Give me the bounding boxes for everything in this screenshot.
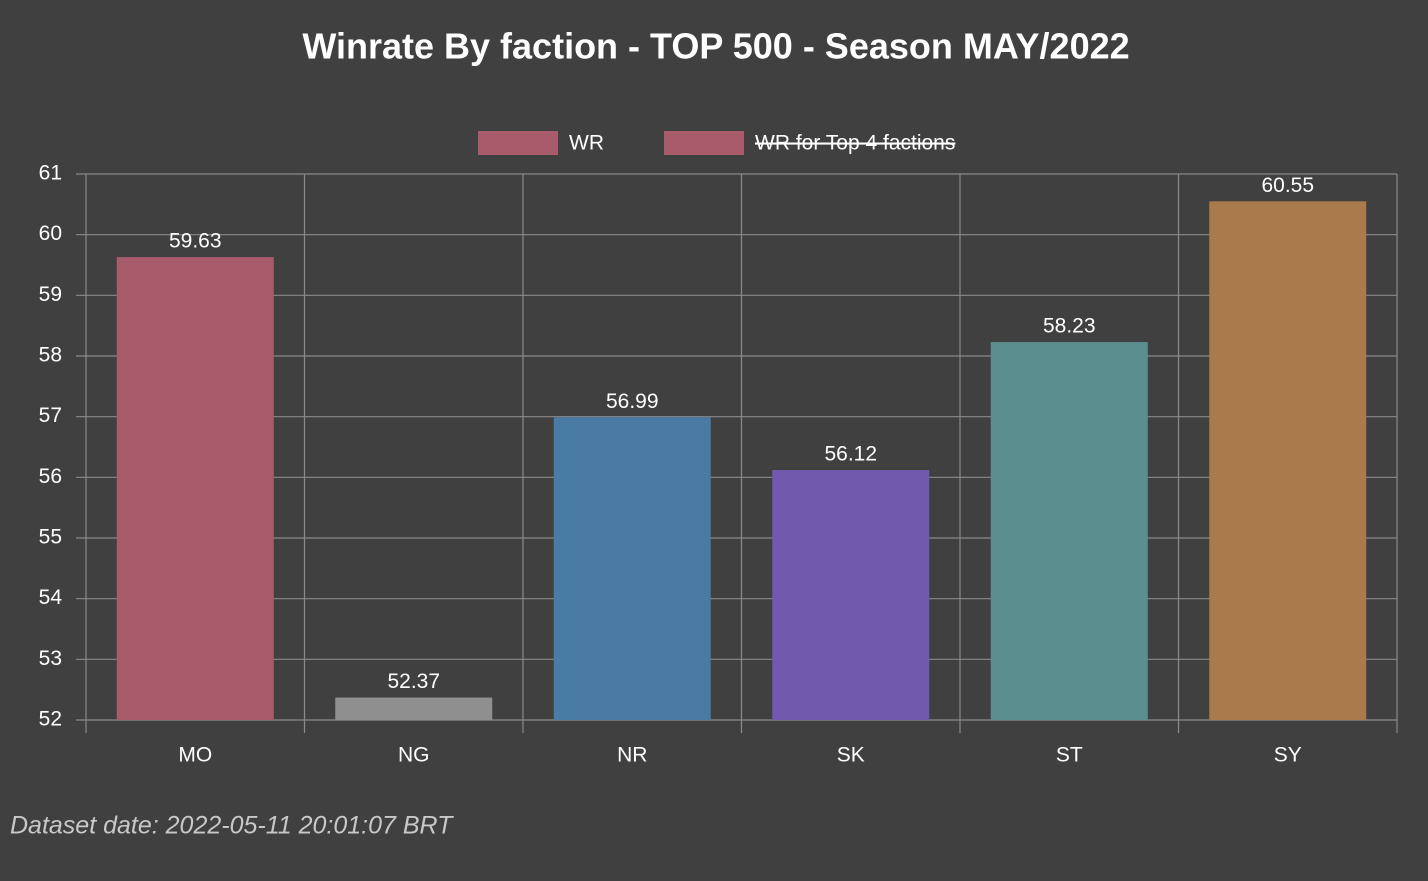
data-label: 52.37 — [387, 670, 440, 693]
legend-label[interactable]: WR for Top 4 factions — [755, 132, 955, 155]
bar — [772, 470, 930, 720]
footnote: Dataset date: 2022-05-11 20:01:07 BRT — [10, 812, 454, 840]
data-label: 56.12 — [824, 443, 877, 466]
bar — [990, 342, 1148, 720]
y-tick-label: 52 — [39, 708, 62, 731]
y-tick-label: 59 — [39, 283, 62, 306]
bar — [335, 697, 493, 720]
x-tick-label: MO — [178, 744, 212, 767]
y-tick-label: 53 — [39, 647, 62, 670]
x-tick-label: SY — [1274, 744, 1302, 767]
legend-swatch[interactable] — [478, 131, 558, 155]
y-tick-label: 56 — [39, 465, 62, 488]
data-label: 59.63 — [169, 230, 222, 253]
x-tick-label: SK — [837, 744, 865, 767]
y-tick-label: 55 — [39, 526, 62, 549]
y-tick-label: 60 — [39, 222, 62, 245]
y-tick-label: 54 — [39, 586, 63, 609]
bar — [116, 257, 274, 720]
data-label: 58.23 — [1043, 315, 1096, 338]
x-tick-label: NG — [398, 744, 430, 767]
chart-title: Winrate By faction - TOP 500 - Season MA… — [302, 26, 1129, 67]
legend-label[interactable]: WR — [569, 132, 604, 155]
bar — [1209, 201, 1367, 721]
data-label: 60.55 — [1261, 174, 1314, 197]
legend-swatch[interactable] — [664, 131, 744, 155]
bar — [553, 417, 711, 720]
y-tick-label: 57 — [39, 404, 62, 427]
data-label: 56.99 — [606, 390, 659, 413]
y-tick-label: 58 — [39, 344, 62, 367]
x-tick-label: NR — [617, 744, 647, 767]
y-tick-label: 61 — [39, 162, 62, 185]
x-tick-label: ST — [1056, 744, 1083, 767]
